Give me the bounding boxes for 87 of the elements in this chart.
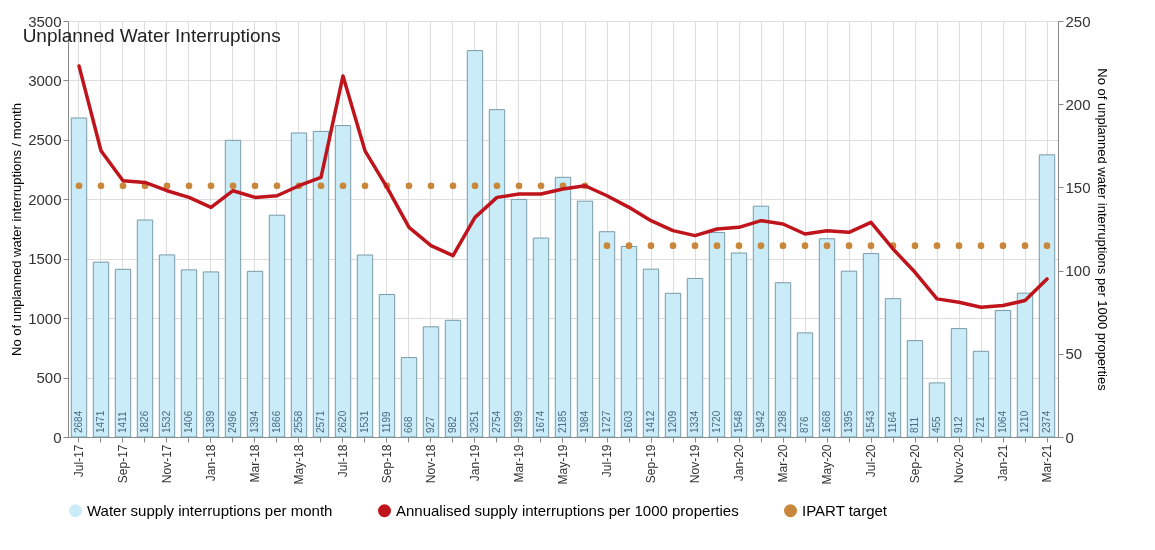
x-tick-label: Jul-20: [864, 444, 878, 478]
y-tick-label: 1500: [28, 250, 62, 268]
data-label: 1532: [161, 410, 172, 433]
y2-tick-label: 0: [1065, 428, 1074, 446]
y-tick-label: 0: [53, 428, 62, 446]
data-label: 2496: [227, 410, 238, 433]
x-tick-label: Nov-17: [160, 444, 174, 484]
x-tick-label: Jan-18: [204, 444, 218, 482]
data-label: 982: [447, 415, 458, 433]
data-label: 1727: [601, 410, 612, 433]
data-label: 1999: [513, 410, 524, 433]
data-label: 1334: [689, 410, 700, 433]
x-tick-label: Sep-19: [644, 444, 658, 484]
data-label: 1164: [887, 411, 898, 433]
data-label: 1668: [821, 410, 832, 433]
data-label: 1209: [667, 410, 678, 433]
y-tick-label: 2000: [28, 190, 62, 208]
data-label: 1064: [997, 410, 1008, 433]
data-label: 1411: [117, 411, 128, 433]
x-tick-label: Sep-18: [380, 444, 394, 484]
data-label: 1298: [777, 410, 788, 433]
data-label: 1199: [381, 411, 392, 433]
data-label: 2558: [293, 410, 304, 433]
data-label: 1866: [271, 410, 282, 433]
data-label: 1543: [865, 410, 876, 433]
x-tick-label: Jul-17: [72, 444, 86, 478]
x-tick-label: Jan-21: [996, 444, 1010, 482]
data-label: 1674: [535, 410, 546, 433]
data-label: 1942: [755, 410, 766, 433]
x-tick-label: Sep-17: [116, 444, 130, 484]
data-label: 455: [931, 415, 942, 433]
x-tick-label: Mar-18: [248, 444, 262, 483]
x-tick-label: Nov-18: [424, 444, 438, 484]
legend-label: Annualised supply interruptions per 1000 properties: [396, 501, 739, 519]
x-tick-label: Jul-18: [336, 444, 350, 478]
data-label: 1471: [95, 410, 106, 433]
x-tick-label: Mar-21: [1040, 444, 1054, 483]
y-tick-label: 2500: [28, 131, 62, 149]
x-tick-label: Nov-19: [688, 444, 702, 484]
y-tick-label: 500: [36, 369, 62, 387]
data-label: 1984: [579, 410, 590, 433]
x-tick-label: May-18: [292, 444, 306, 485]
x-tick-label: May-19: [556, 444, 570, 485]
x-tick-label: Nov-20: [952, 444, 966, 484]
x-tick-label: Mar-19: [512, 444, 526, 483]
y-tick-label: 3500: [28, 12, 62, 30]
data-label: 1406: [183, 410, 194, 433]
data-label: 1389: [205, 410, 216, 433]
x-tick-label: May-20: [820, 444, 834, 485]
data-label: 876: [799, 415, 810, 433]
x-tick-label: Jan-20: [732, 444, 746, 482]
y2-tick-label: 250: [1065, 12, 1091, 30]
x-tick-label: Sep-20: [908, 444, 922, 484]
y2-tick-label: 150: [1065, 178, 1091, 196]
data-label: 2754: [491, 410, 502, 433]
data-label: 1826: [139, 410, 150, 433]
data-label: 668: [403, 415, 414, 433]
data-label: 1548: [733, 410, 744, 433]
data-label: 1603: [623, 410, 634, 433]
data-label: 1395: [843, 410, 854, 433]
data-label: 1412: [645, 410, 656, 433]
y-tick-label: 3000: [28, 71, 62, 89]
legend-label: IPART target: [802, 501, 888, 519]
data-label: 2185: [557, 410, 568, 433]
y-axis-title: No of unplanned water interruptions / month: [9, 103, 25, 356]
data-label: 927: [425, 415, 436, 433]
data-label: 3251: [469, 410, 480, 433]
x-tick-label: Mar-20: [776, 444, 790, 483]
y2-tick-label: 50: [1065, 345, 1083, 363]
y2-tick-label: 200: [1065, 95, 1091, 113]
data-label: 1210: [1019, 410, 1030, 433]
data-label: 811: [909, 416, 920, 433]
data-label: 912: [953, 415, 964, 433]
x-tick-label: Jan-19: [468, 444, 482, 482]
legend-label: Water supply interruptions per month: [87, 501, 333, 519]
data-label: 1394: [249, 410, 260, 433]
data-label: 2571: [315, 410, 326, 433]
data-label: 2684: [73, 410, 84, 433]
x-tick-label: Jul-19: [600, 444, 614, 478]
data-label: 1531: [359, 410, 370, 433]
data-label: 721: [975, 415, 986, 433]
data-label: 1720: [711, 410, 722, 433]
y2-tick-label: 100: [1065, 262, 1091, 280]
y2-axis-title: No of unplanned water interruptions per 1000 properties: [1094, 68, 1110, 392]
data-label: 2374: [1041, 410, 1052, 433]
data-label: 2620: [337, 410, 348, 433]
y-tick-label: 1000: [28, 309, 62, 327]
